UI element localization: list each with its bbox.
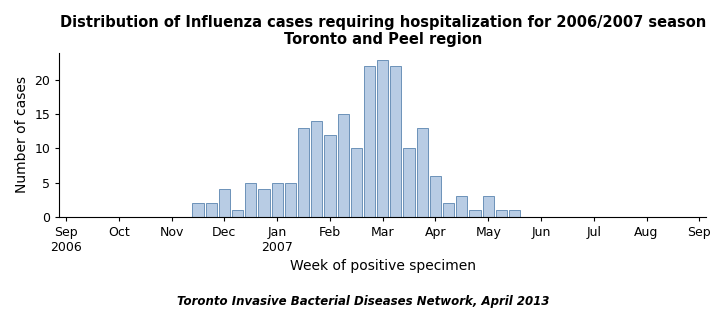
Bar <box>417 128 428 217</box>
Bar <box>509 210 521 217</box>
Bar <box>272 183 283 217</box>
Bar <box>496 210 507 217</box>
Bar <box>298 128 309 217</box>
Text: Toronto Invasive Bacterial Diseases Network, April 2013: Toronto Invasive Bacterial Diseases Netw… <box>177 295 550 308</box>
Bar <box>193 203 204 217</box>
Bar <box>219 189 230 217</box>
Bar <box>483 196 494 217</box>
Bar <box>403 148 414 217</box>
Bar <box>206 203 217 217</box>
Bar <box>390 66 401 217</box>
Bar <box>258 189 270 217</box>
Bar <box>377 60 388 217</box>
Bar <box>337 114 349 217</box>
Bar <box>324 135 336 217</box>
Bar <box>470 210 481 217</box>
Bar <box>285 183 296 217</box>
Bar <box>311 121 322 217</box>
Bar <box>350 148 362 217</box>
Bar <box>457 196 467 217</box>
X-axis label: Week of positive specimen: Week of positive specimen <box>289 259 475 273</box>
Bar <box>232 210 243 217</box>
Bar <box>430 176 441 217</box>
Bar <box>364 66 375 217</box>
Title: Distribution of Influenza cases requiring hospitalization for 2006/2007 season
T: Distribution of Influenza cases requirin… <box>60 15 706 47</box>
Bar <box>245 183 257 217</box>
Bar <box>443 203 454 217</box>
Y-axis label: Number of cases: Number of cases <box>15 76 29 193</box>
